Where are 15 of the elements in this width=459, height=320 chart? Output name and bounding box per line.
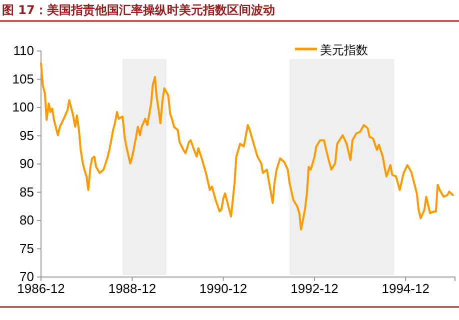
y-tick-label: 105: [12, 71, 34, 86]
y-tick-label: 100: [12, 100, 34, 115]
y-tick-label: 95: [20, 128, 34, 143]
x-tick-label: 1994-12: [382, 281, 430, 296]
legend-label: 美元指数: [320, 43, 368, 57]
y-tick-label: 75: [20, 240, 34, 256]
x-tick-label: 1990-12: [199, 281, 248, 296]
chart-title: 图 17：美国指责他国汇率操纵时美元指数区间波动: [2, 3, 275, 17]
y-tick-label: 110: [13, 43, 34, 58]
line-series: [40, 62, 454, 231]
x-tick-label: 1988-12: [108, 281, 156, 296]
y-tick-label: 85: [20, 184, 34, 200]
x-tick-label: 1992-12: [290, 281, 338, 296]
y-tick-label: 80: [20, 212, 34, 228]
y-tick-label: 90: [20, 156, 34, 172]
